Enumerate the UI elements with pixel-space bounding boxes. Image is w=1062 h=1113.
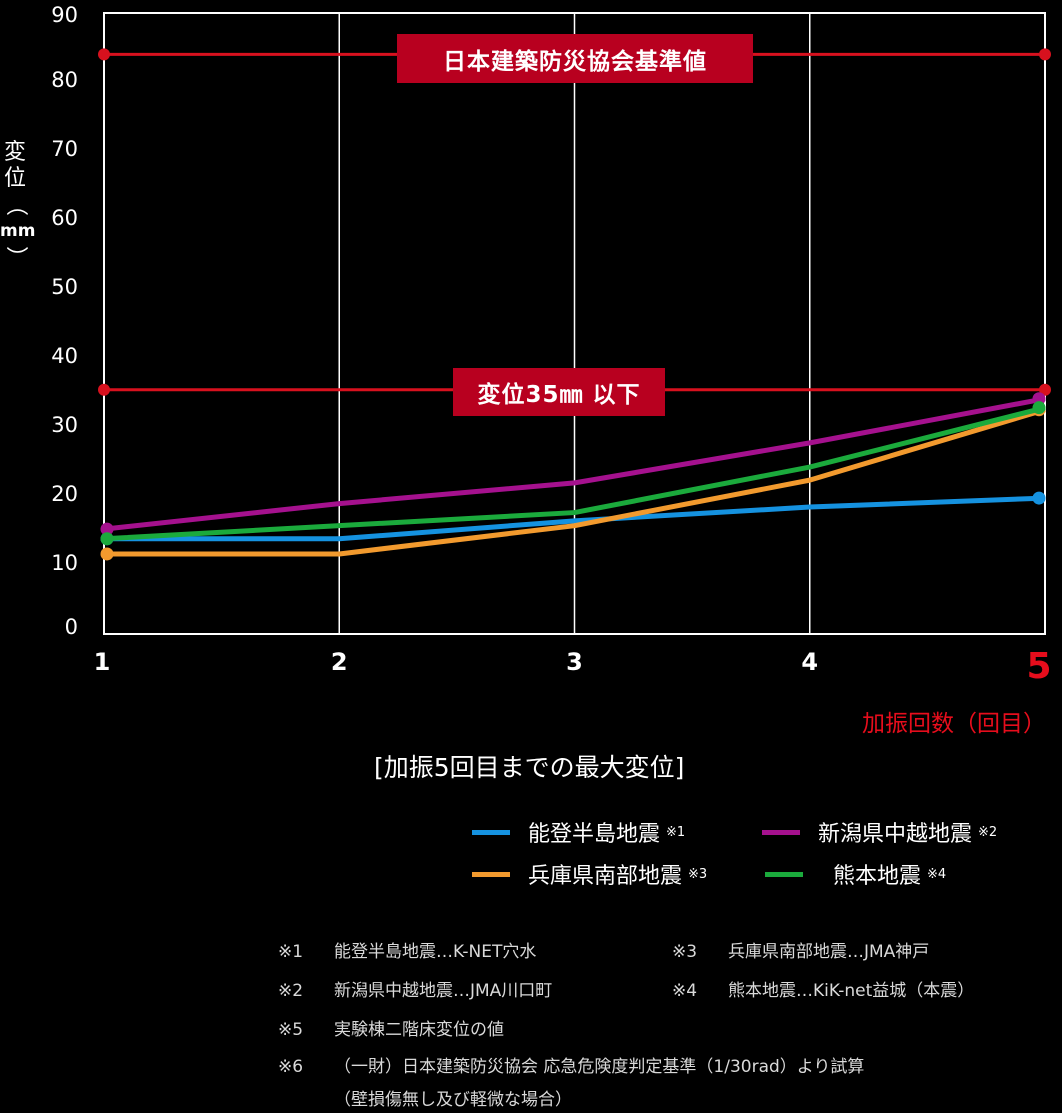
legend-note: ※2 [978, 824, 998, 840]
footnote-text: 熊本地震…KiK-net益城（本震） [728, 981, 975, 1001]
footnote-text: 能登半島地震…K-NET穴水 [334, 942, 537, 962]
y-tick-label: 90 [51, 3, 78, 27]
y-axis-label-char: 変 [3, 140, 26, 165]
footnote-mark: ※1 [278, 942, 304, 962]
series-end-marker [1032, 491, 1046, 505]
y-tick-label: 40 [51, 344, 78, 368]
series-end-marker [1032, 392, 1046, 406]
footnote-4: ※4 熊本地震…KiK-net益城（本震） [672, 976, 974, 1001]
y-tick-label: 50 [51, 275, 78, 299]
legend-swatch [762, 829, 800, 835]
reference-label-standard: 日本建築防災協会基準値 [397, 34, 753, 83]
footnote-text: 実験棟二階床変位の値 [334, 1020, 504, 1040]
series-start-marker [100, 532, 114, 546]
footnote-mark: ※4 [672, 981, 698, 1001]
reference-marker [1039, 48, 1051, 61]
series-start-marker [100, 522, 114, 536]
series-start-marker [100, 547, 114, 561]
series-line [104, 495, 1046, 542]
legend-item-hyogo: 兵庫県南部地震 ※3 [472, 858, 707, 890]
y-axis-label-char: ） [3, 245, 28, 268]
footnote-6-cont: （壁損傷無し及び軽微な場合） [278, 1085, 572, 1110]
y-tick-label: 80 [51, 68, 78, 92]
legend-item-kumamoto: 熊本地震 ※4 [765, 858, 946, 890]
x-tick-label: 1 [93, 648, 111, 676]
footnote-6: ※6 （一財）日本建築防災協会 応急危険度判定基準（1/30rad）より試算 [278, 1052, 864, 1077]
y-axis-label: 変 位 （ mm ） [0, 140, 36, 270]
y-tick-label: 10 [51, 551, 78, 575]
reference-label-35mm: 変位35㎜ 以下 [453, 368, 665, 416]
legend-label: 新潟県中越地震 [818, 822, 973, 847]
footnote-mark: ※5 [278, 1020, 304, 1040]
legend-label: 能登半島地震 [528, 822, 661, 847]
reference-marker [1039, 383, 1051, 396]
legend-note: ※3 [688, 866, 708, 882]
y-axis-label-char: 位 [3, 166, 26, 191]
legend-label: 兵庫県南部地震 [528, 864, 683, 889]
footnote-text: 新潟県中越地震…JMA川口町 [334, 981, 553, 1001]
legend-label: 熊本地震 [833, 864, 922, 889]
footnote-3: ※3 兵庫県南部地震…JMA神戸 [672, 937, 929, 962]
reference-marker [98, 383, 110, 396]
legend-note: ※4 [927, 866, 947, 882]
x-tick-label: 3 [566, 648, 583, 676]
series-line [104, 407, 1046, 557]
line-chart-plot [98, 12, 1051, 635]
legend-item-noto: 能登半島地震 ※1 [472, 816, 685, 848]
x-tick-label: 4 [801, 648, 819, 676]
footnote-text: 兵庫県南部地震…JMA神戸 [728, 942, 930, 962]
footnote-mark: ※3 [672, 942, 698, 962]
y-tick-label: 60 [51, 206, 78, 230]
series-line [103, 405, 1046, 542]
footnote-2: ※2 新潟県中越地震…JMA川口町 [278, 976, 552, 1001]
legend-swatch [472, 871, 510, 877]
y-tick-label: 70 [51, 137, 78, 161]
footnote-text: （一財）日本建築防災協会 応急危険度判定基準（1/30rad）より試算 [334, 1057, 865, 1077]
legend-swatch [765, 871, 803, 877]
x-axis-title: 加振回数（回目） [862, 711, 1046, 737]
y-axis-label-char: mm [0, 221, 36, 241]
footnote-1: ※1 能登半島地震…K-NET穴水 [278, 937, 536, 962]
series-end-marker [1032, 401, 1046, 415]
legend-item-niigata: 新潟県中越地震 ※2 [762, 816, 997, 848]
chart-title: [加振5回目までの最大変位] [374, 753, 685, 782]
y-tick-label: 30 [51, 413, 78, 437]
legend-swatch [472, 829, 510, 835]
footnote-mark: ※2 [278, 981, 304, 1001]
x-tick-label: 5 [1026, 646, 1052, 687]
series-line [103, 396, 1046, 532]
legend-note: ※1 [666, 824, 686, 840]
footnote-5: ※5 実験棟二階床変位の値 [278, 1015, 504, 1040]
footnote-text: （壁損傷無し及び軽微な場合） [334, 1090, 572, 1110]
footnote-mark: ※6 [278, 1057, 304, 1077]
y-tick-label: 20 [51, 482, 78, 506]
x-tick-label: 2 [330, 648, 348, 676]
reference-marker [98, 48, 110, 61]
y-tick-label: 0 [64, 615, 78, 639]
